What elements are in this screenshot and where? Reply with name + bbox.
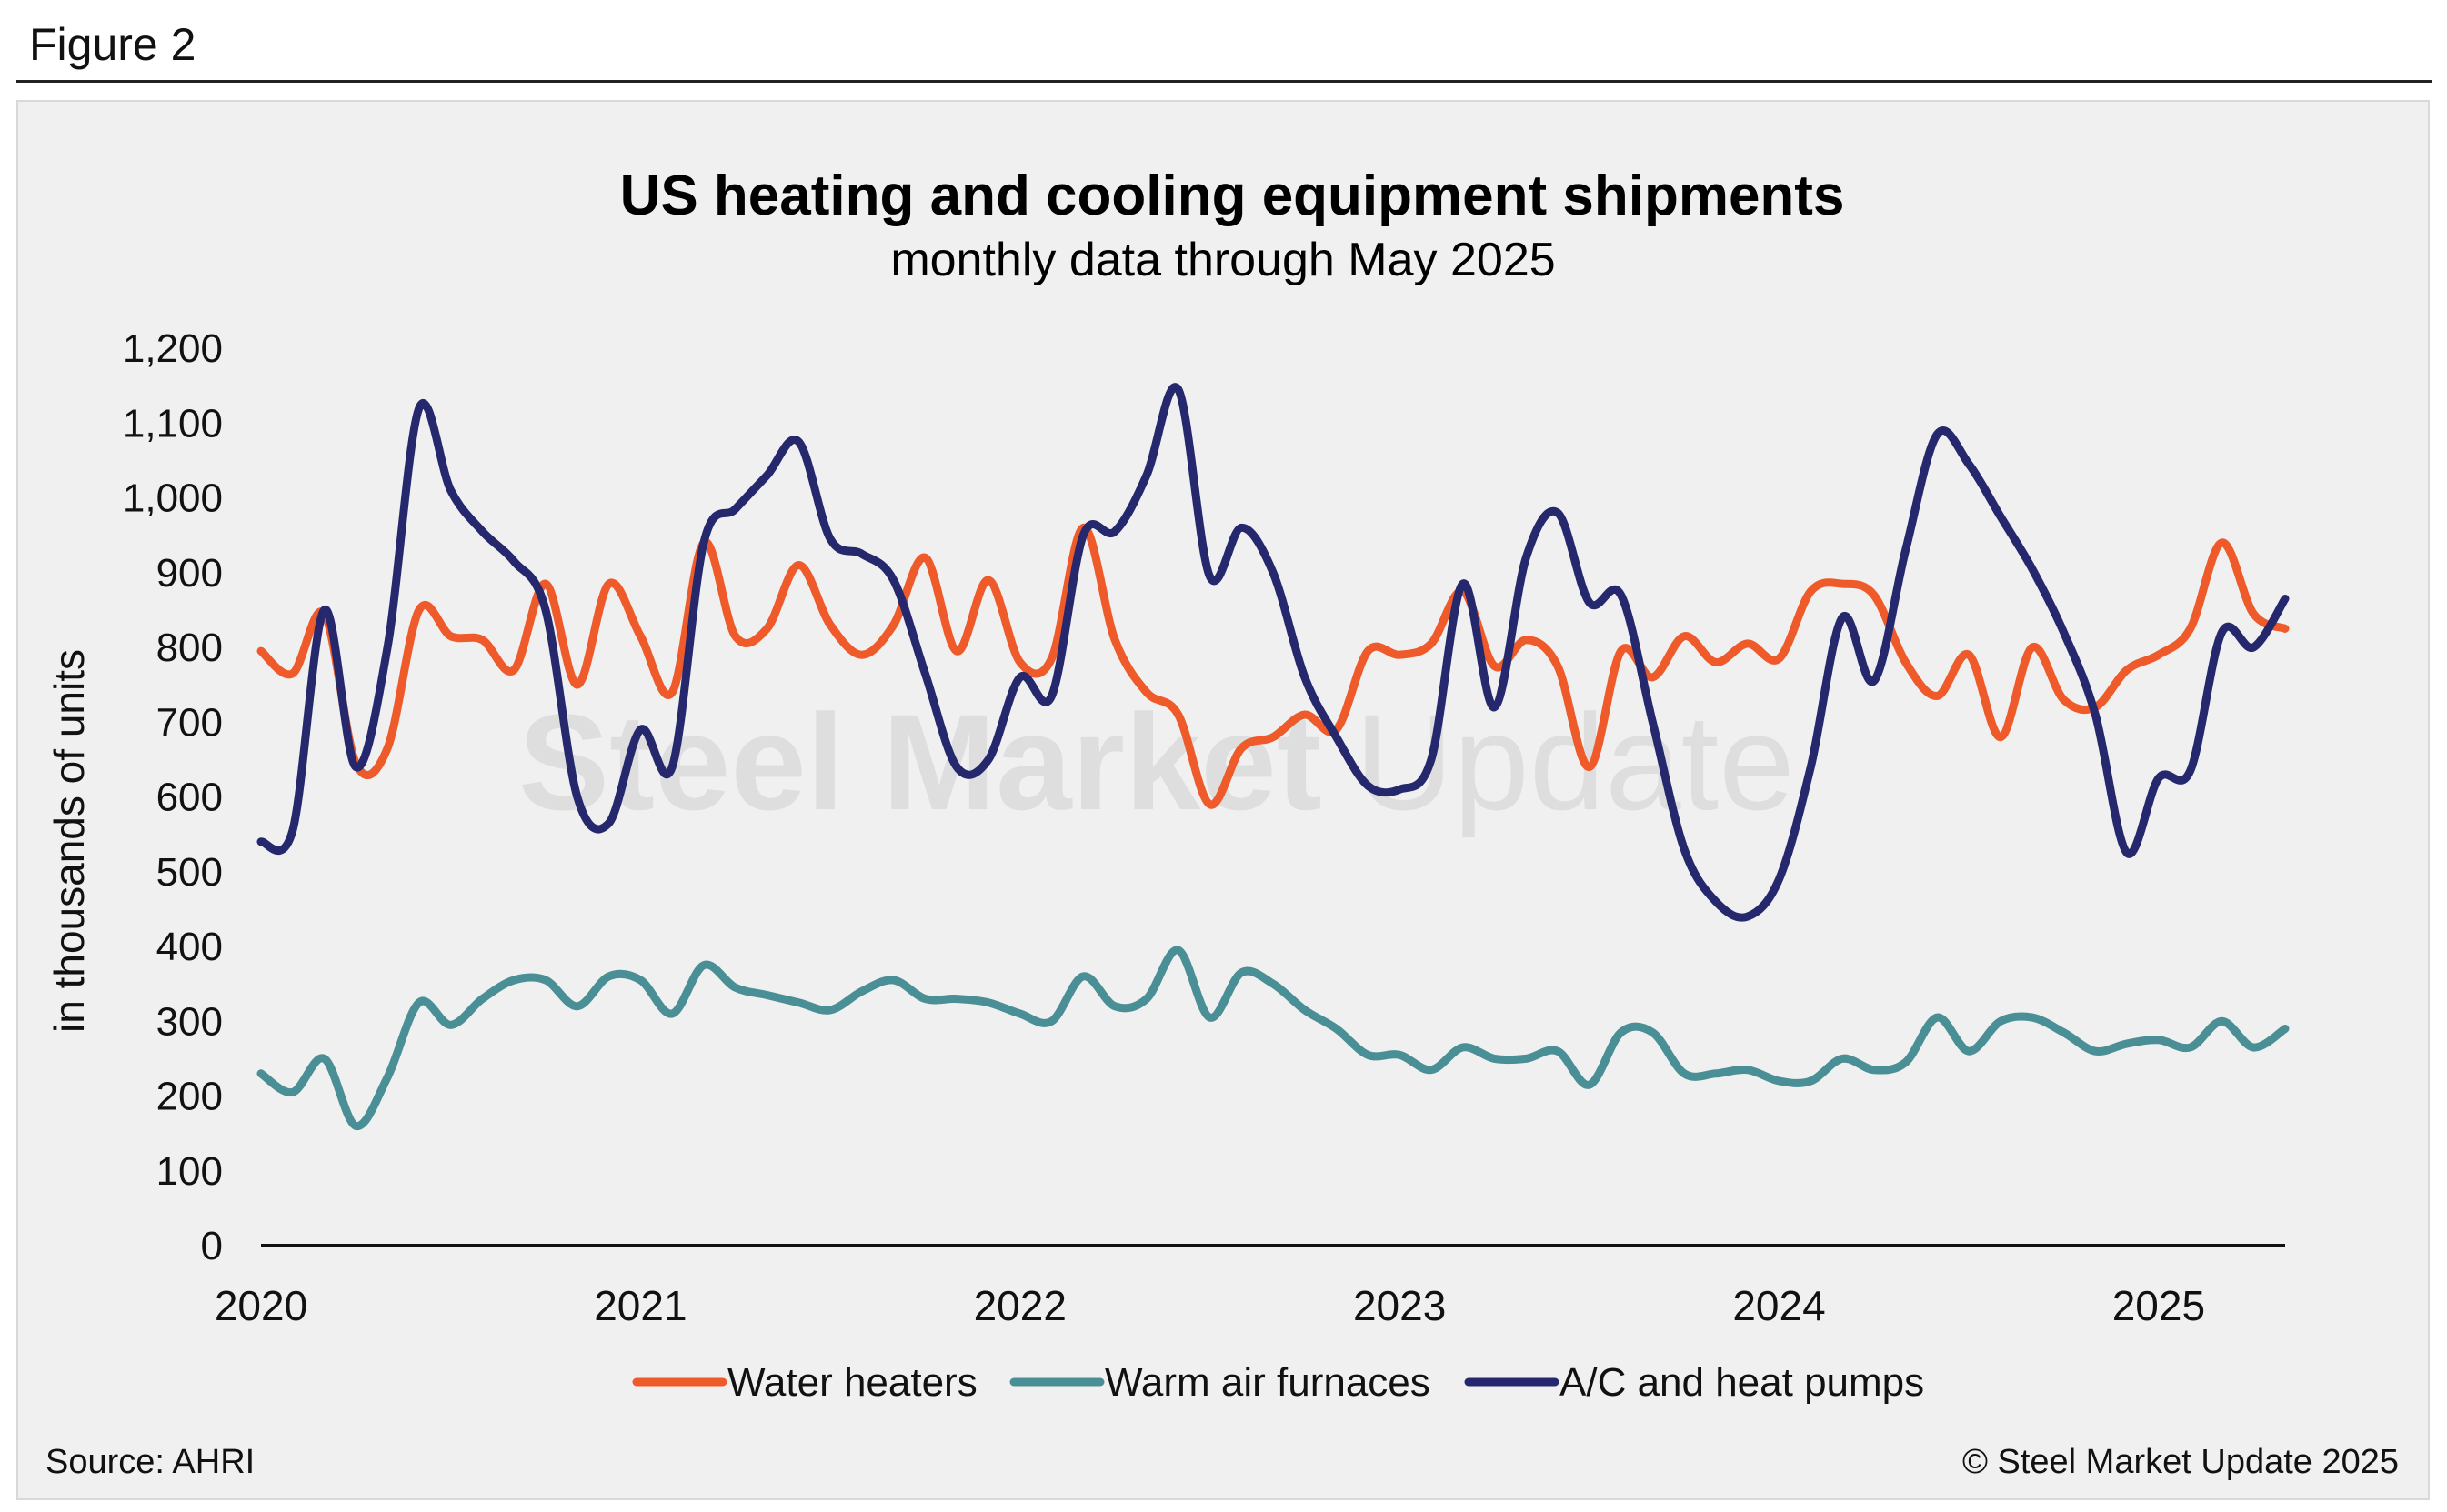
chart-panel: [16, 100, 2430, 1500]
copyright-note: © Steel Market Update 2025: [1962, 1443, 2399, 1481]
y-tick-label: 1,100: [123, 401, 223, 446]
series-line-warm-air-furnaces: [256, 946, 2290, 1130]
y-tick-label: 0: [201, 1224, 223, 1268]
x-tick-label: 2022: [974, 1282, 1067, 1329]
y-tick-label: 200: [156, 1075, 223, 1119]
source-note: Source: AHRI: [45, 1443, 255, 1481]
series-layer: [256, 383, 2290, 1130]
series-line-ac-heat-pumps: [256, 383, 2290, 922]
y-tick-label: 700: [156, 700, 223, 745]
legend-label-ac-heat-pumps: A/C and heat pumps: [1559, 1360, 1924, 1405]
x-tick-label: 2024: [1732, 1282, 1825, 1329]
figure-label: Figure 2: [29, 19, 196, 70]
y-tick-label: 500: [156, 850, 223, 895]
figure-divider: [16, 80, 2432, 83]
y-tick-label: 300: [156, 999, 223, 1044]
x-tick-label: 2021: [594, 1282, 687, 1329]
y-tick-label: 900: [156, 551, 223, 596]
watermark-text-bold: Steel Market: [518, 686, 1322, 838]
watermark-text-light: Update: [1355, 686, 1795, 838]
y-tick-label: 1,200: [123, 326, 223, 371]
chart-subtitle: monthly data through May 2025: [890, 234, 1555, 286]
series-line-water-heaters: [256, 523, 2290, 809]
x-tick-label: 2025: [2112, 1282, 2205, 1329]
x-tick-label: 2023: [1353, 1282, 1446, 1329]
y-axis-ticks: 0 100 200 300 400 500 600 700 800 900 1,000 1,100 1,…: [123, 326, 223, 1268]
y-axis-title: in thousands of units: [45, 649, 93, 1033]
y-tick-label: 600: [156, 776, 223, 820]
y-tick-label: 1,000: [123, 476, 223, 521]
y-tick-label: 100: [156, 1149, 223, 1194]
legend: Water heaters Warm air furnaces A/C and he…: [632, 1360, 1924, 1405]
legend-label-warm-air-furnaces: Warm air furnaces: [1105, 1360, 1430, 1405]
y-tick-label: 400: [156, 925, 223, 969]
x-axis-ticks: 2020 2021 2022 2023 2024 2025: [215, 1282, 2205, 1329]
legend-label-water-heaters: Water heaters: [727, 1360, 978, 1405]
chart-title: US heating and cooling equipment shipmen…: [620, 165, 1845, 227]
x-tick-label: 2020: [215, 1282, 307, 1329]
y-tick-label: 800: [156, 626, 223, 670]
